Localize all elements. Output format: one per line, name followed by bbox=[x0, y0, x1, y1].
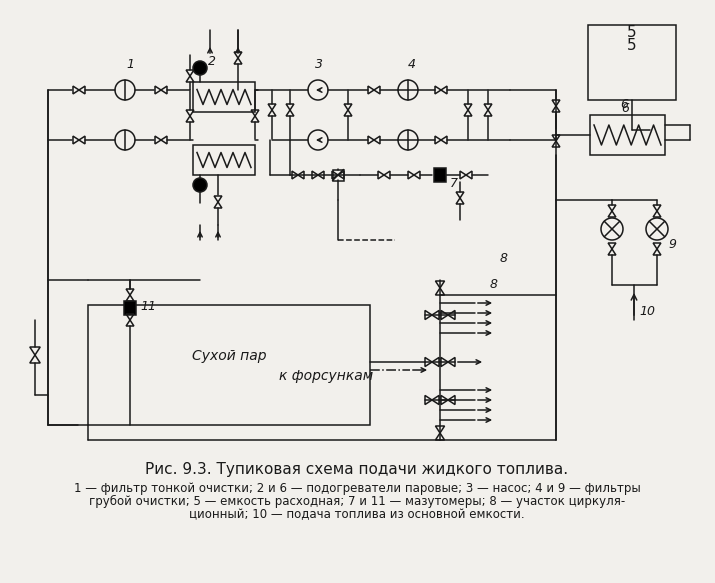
Text: 5: 5 bbox=[627, 25, 637, 40]
Text: 7: 7 bbox=[450, 177, 458, 190]
Bar bbox=[193, 82, 255, 112]
Text: грубой очистки; 5 — емкость расходная; 7 и 11 — мазутомеры; 8 — участок циркуля-: грубой очистки; 5 — емкость расходная; 7… bbox=[89, 495, 625, 508]
Bar bbox=[332, 170, 343, 181]
Text: 8: 8 bbox=[490, 278, 498, 291]
Text: к форсункам: к форсункам bbox=[280, 369, 374, 383]
Text: 6: 6 bbox=[621, 102, 629, 115]
Bar bbox=[434, 168, 446, 182]
Text: 2: 2 bbox=[208, 55, 216, 68]
Text: ционный; 10 — подача топлива из основной емкости.: ционный; 10 — подача топлива из основной… bbox=[189, 508, 525, 521]
Text: 4: 4 bbox=[408, 58, 416, 71]
Text: 8: 8 bbox=[500, 252, 508, 265]
Text: 5: 5 bbox=[627, 38, 637, 53]
Bar bbox=[124, 301, 136, 315]
Text: 11: 11 bbox=[140, 300, 156, 313]
Circle shape bbox=[193, 61, 207, 75]
Text: 10: 10 bbox=[639, 305, 655, 318]
Text: 3: 3 bbox=[315, 58, 323, 71]
Circle shape bbox=[193, 178, 207, 192]
Bar bbox=[588, 25, 676, 100]
Bar bbox=[193, 145, 255, 175]
Text: 9: 9 bbox=[668, 238, 676, 251]
Text: 1: 1 bbox=[126, 58, 134, 71]
Bar bbox=[88, 305, 370, 425]
Bar bbox=[590, 115, 665, 155]
Text: 1 — фильтр тонкой очистки; 2 и 6 — подогреватели паровые; 3 — насос; 4 и 9 — фил: 1 — фильтр тонкой очистки; 2 и 6 — подог… bbox=[74, 482, 641, 495]
Text: Рис. 9.3. Тупиковая схема подачи жидкого топлива.: Рис. 9.3. Тупиковая схема подачи жидкого… bbox=[145, 462, 568, 477]
Text: 6: 6 bbox=[620, 98, 628, 111]
Text: Сухой пар: Сухой пар bbox=[192, 349, 266, 363]
